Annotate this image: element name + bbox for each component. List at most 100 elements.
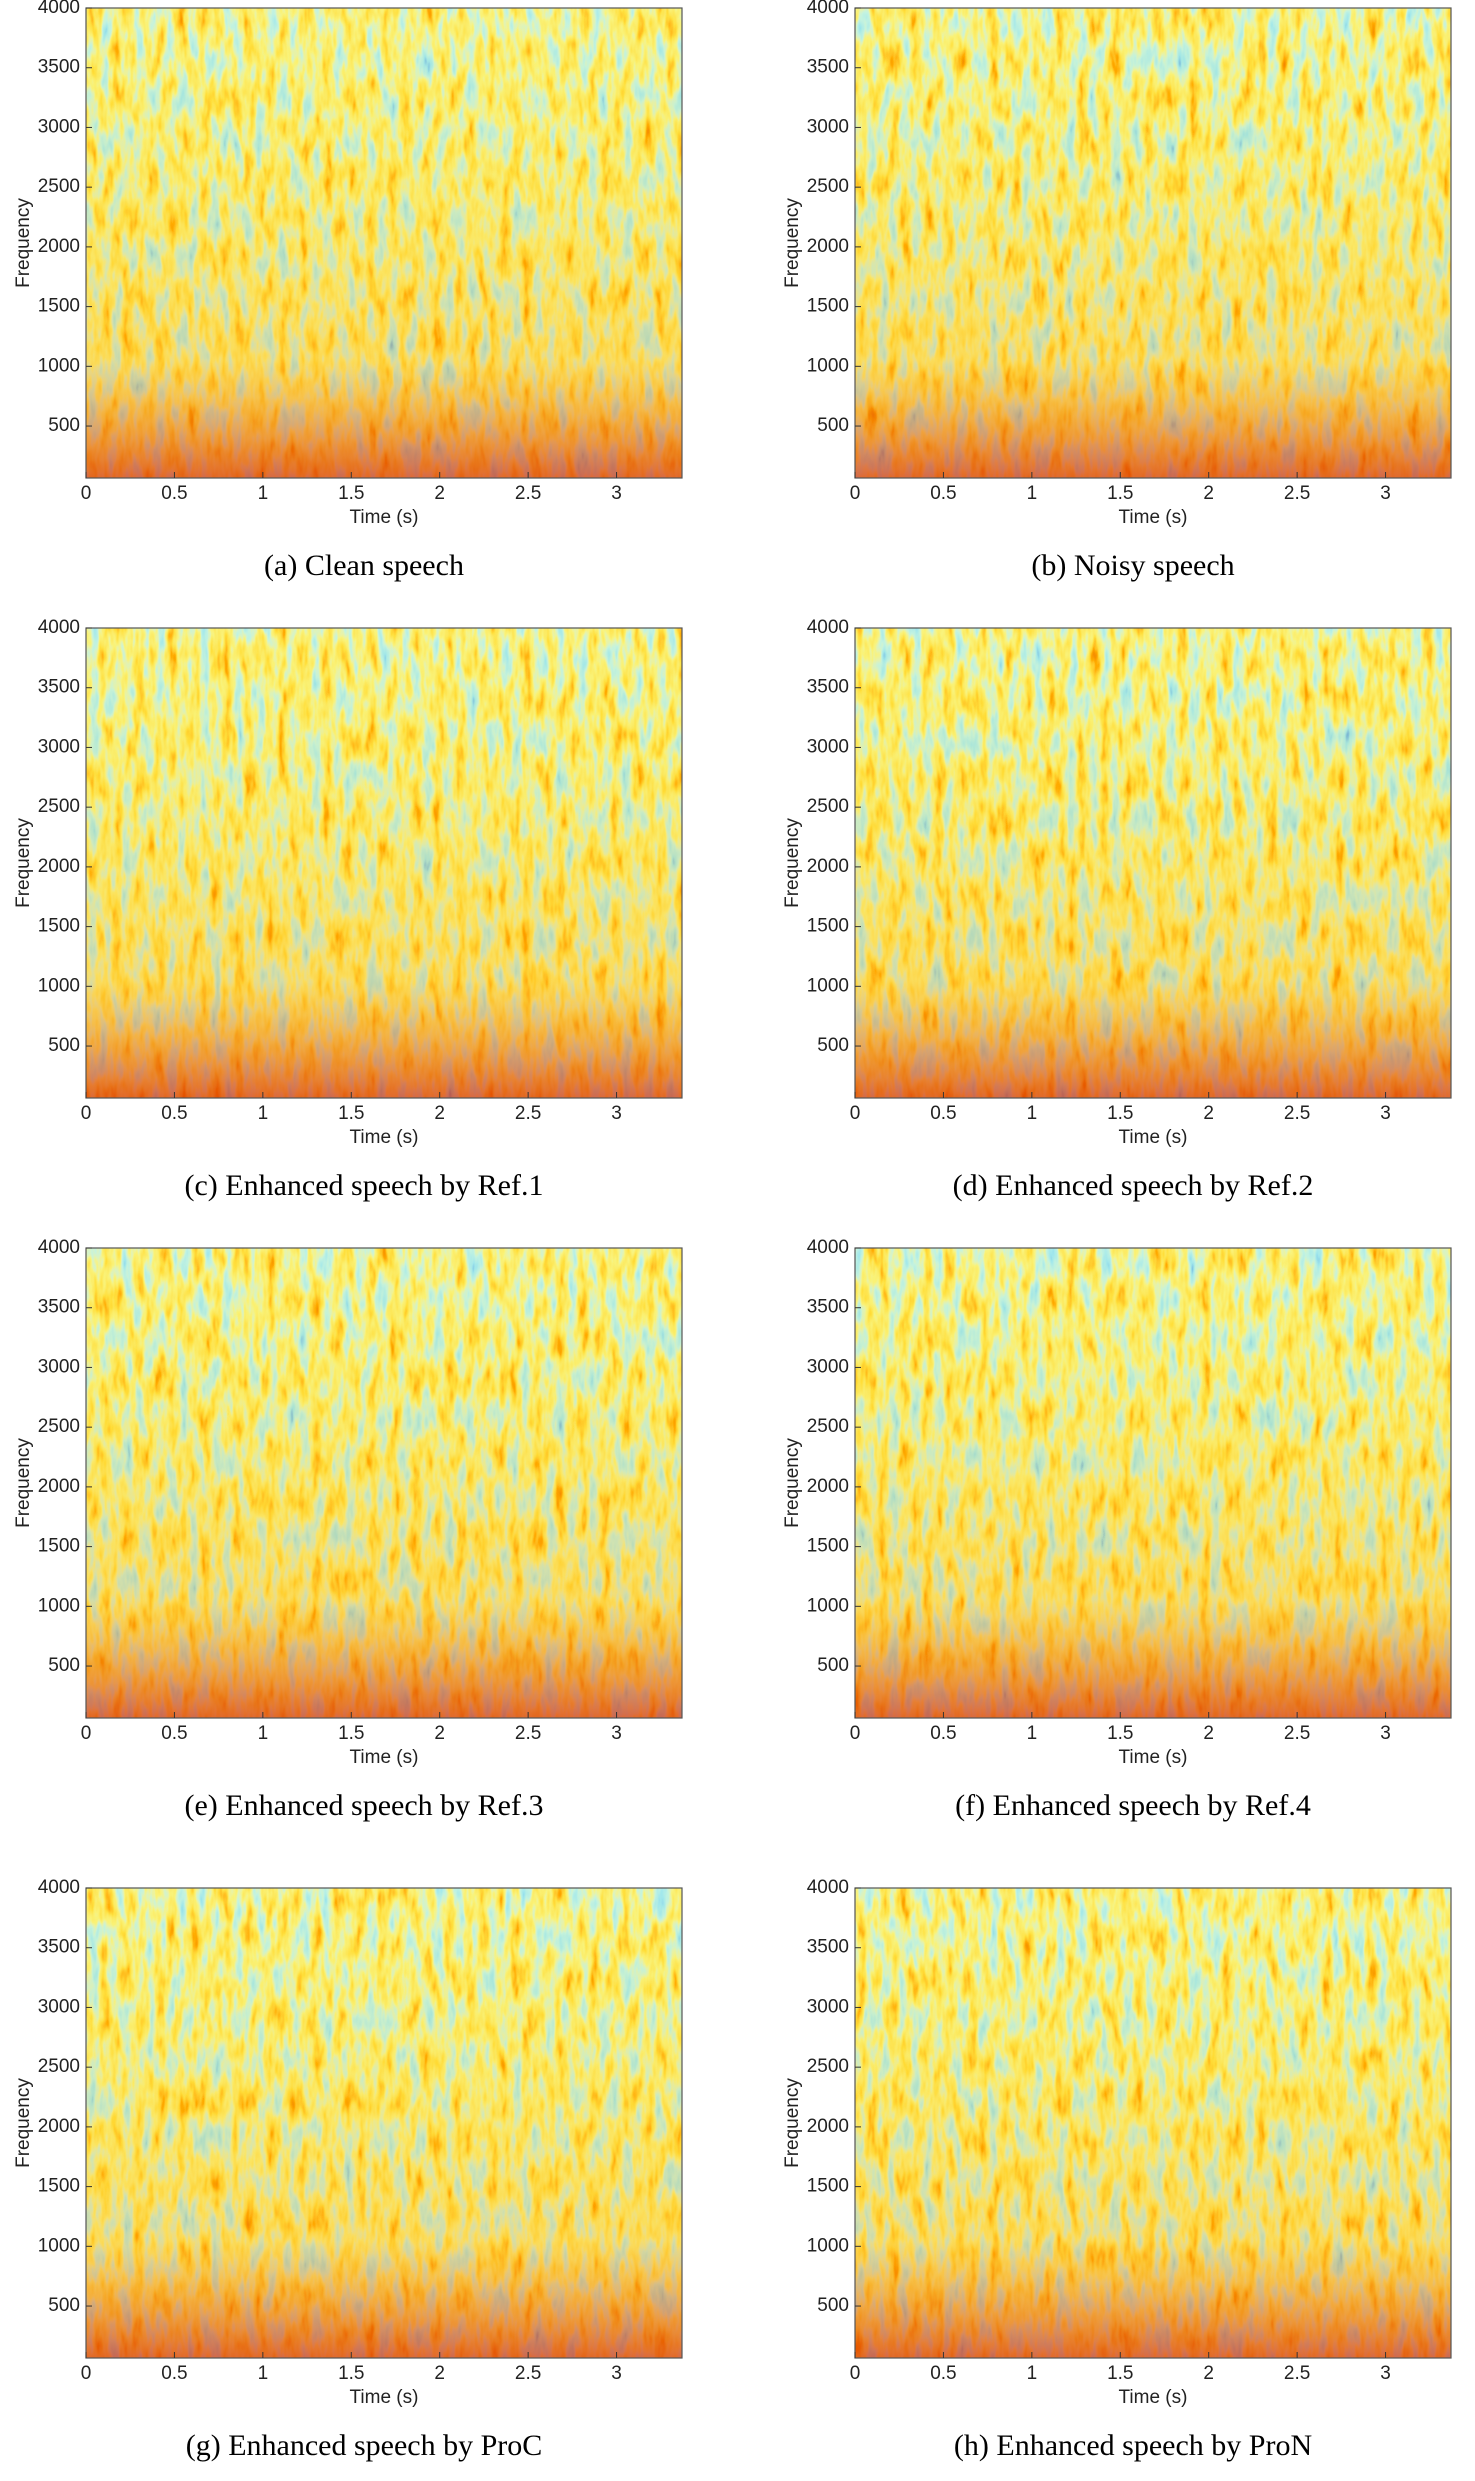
x-tick-label: 0.5 — [161, 1103, 187, 1124]
y-tick-label: 2500 — [38, 796, 80, 817]
x-tick-label: 0.5 — [161, 483, 187, 504]
y-tick-label: 3500 — [807, 677, 849, 698]
y-tick-label: 500 — [48, 1035, 80, 1056]
x-tick-label: 0 — [850, 1723, 861, 1744]
y-tick-label: 3500 — [38, 1937, 80, 1958]
y-axis-label: Frequency — [782, 818, 803, 908]
x-axis-label: Time (s) — [350, 507, 419, 528]
x-tick-label: 0.5 — [930, 2363, 956, 2384]
x-tick-label: 2.5 — [1284, 483, 1310, 504]
x-tick-label: 0 — [81, 1723, 92, 1744]
x-axis-label: Time (s) — [1119, 2387, 1188, 2408]
plot-frame — [85, 1887, 683, 2359]
y-axis-label: Frequency — [13, 198, 34, 288]
y-axis-label: Frequency — [13, 2078, 34, 2168]
y-tick-label: 1500 — [38, 1536, 80, 1557]
y-axis-label: Frequency — [782, 2078, 803, 2168]
panel-caption: (f) Enhanced speech by Ref.4 — [955, 1789, 1311, 1822]
y-tick-label: 4000 — [38, 1877, 80, 1898]
panel-caption: (d) Enhanced speech by Ref.2 — [953, 1169, 1314, 1202]
x-tick-label: 2.5 — [1284, 2363, 1310, 2384]
y-tick-label: 3000 — [807, 736, 849, 757]
y-tick-label: 1500 — [38, 296, 80, 317]
y-tick-label: 1000 — [38, 1595, 80, 1616]
x-tick-label: 0 — [850, 483, 861, 504]
x-tick-label: 1 — [1027, 2363, 1038, 2384]
y-tick-label: 2500 — [807, 796, 849, 817]
y-tick-label: 2000 — [38, 1476, 80, 1497]
x-tick-label: 2 — [1203, 1103, 1214, 1124]
spectrogram-lowband — [86, 1248, 682, 1718]
y-tick-label: 3000 — [807, 1996, 849, 2017]
x-tick-label: 1.5 — [1107, 1103, 1133, 1124]
y-tick-label: 1000 — [807, 1595, 849, 1616]
x-tick-label: 2.5 — [1284, 1103, 1310, 1124]
plot-frame — [854, 1247, 1452, 1719]
x-tick-label: 3 — [1380, 2363, 1391, 2384]
y-tick-label: 2000 — [807, 1476, 849, 1497]
y-tick-label: 500 — [48, 1655, 80, 1676]
panel-caption: (c) Enhanced speech by Ref.1 — [184, 1169, 543, 1202]
y-tick-label: 1000 — [807, 975, 849, 996]
y-tick-label: 3500 — [38, 677, 80, 698]
x-tick-label: 2 — [434, 483, 445, 504]
x-tick-label: 0 — [81, 483, 92, 504]
y-tick-label: 1500 — [38, 2176, 80, 2197]
y-tick-label: 2000 — [807, 856, 849, 877]
y-tick-label: 2000 — [38, 2116, 80, 2137]
x-axis-label: Time (s) — [350, 1747, 419, 1768]
panel-caption: (g) Enhanced speech by ProC — [186, 2429, 543, 2462]
x-tick-label: 3 — [611, 483, 622, 504]
x-axis-label: Time (s) — [350, 2387, 419, 2408]
y-tick-label: 3500 — [807, 1937, 849, 1958]
x-tick-label: 3 — [1380, 1103, 1391, 1124]
x-tick-label: 0 — [850, 2363, 861, 2384]
x-tick-label: 1.5 — [1107, 483, 1133, 504]
y-tick-label: 1000 — [807, 2235, 849, 2256]
y-tick-label: 3500 — [38, 57, 80, 78]
plot-frame — [85, 627, 683, 1099]
x-tick-label: 2.5 — [1284, 1723, 1310, 1744]
y-tick-label: 4000 — [807, 617, 849, 638]
x-tick-label: 0.5 — [161, 1723, 187, 1744]
x-tick-label: 2 — [1203, 2363, 1214, 2384]
x-tick-label: 2.5 — [515, 483, 541, 504]
spectrogram-lowband — [86, 1888, 682, 2358]
x-tick-label: 3 — [611, 2363, 622, 2384]
panel-caption: (b) Noisy speech — [1031, 549, 1234, 582]
panel-caption: (e) Enhanced speech by Ref.3 — [184, 1789, 543, 1822]
y-tick-label: 500 — [48, 2295, 80, 2316]
x-tick-label: 1 — [1027, 1103, 1038, 1124]
y-tick-label: 500 — [817, 1655, 849, 1676]
y-tick-label: 500 — [48, 415, 80, 436]
x-tick-label: 2 — [434, 1103, 445, 1124]
y-tick-label: 2500 — [38, 1416, 80, 1437]
y-tick-label: 3000 — [38, 736, 80, 757]
y-tick-label: 1500 — [807, 1536, 849, 1557]
y-tick-label: 4000 — [807, 0, 849, 18]
y-tick-label: 1500 — [807, 916, 849, 937]
spectrogram-lowband — [855, 1888, 1451, 2358]
x-tick-label: 1.5 — [338, 2363, 364, 2384]
x-tick-label: 1.5 — [1107, 1723, 1133, 1744]
y-axis-label: Frequency — [13, 818, 34, 908]
y-tick-label: 2500 — [807, 176, 849, 197]
plot-frame — [854, 627, 1452, 1099]
x-tick-label: 2.5 — [515, 1103, 541, 1124]
y-tick-label: 4000 — [807, 1237, 849, 1258]
x-tick-label: 0 — [81, 1103, 92, 1124]
x-tick-label: 3 — [611, 1103, 622, 1124]
y-tick-label: 1000 — [38, 2235, 80, 2256]
y-tick-label: 1500 — [807, 2176, 849, 2197]
x-tick-label: 2 — [434, 1723, 445, 1744]
x-tick-label: 2.5 — [515, 2363, 541, 2384]
x-tick-label: 0 — [81, 2363, 92, 2384]
x-axis-label: Time (s) — [350, 1127, 419, 1148]
panel-caption: (h) Enhanced speech by ProN — [954, 2429, 1312, 2462]
x-tick-label: 2.5 — [515, 1723, 541, 1744]
y-tick-label: 4000 — [38, 0, 80, 18]
x-tick-label: 1 — [1027, 483, 1038, 504]
x-tick-label: 0.5 — [930, 1103, 956, 1124]
plot-frame — [85, 1247, 683, 1719]
